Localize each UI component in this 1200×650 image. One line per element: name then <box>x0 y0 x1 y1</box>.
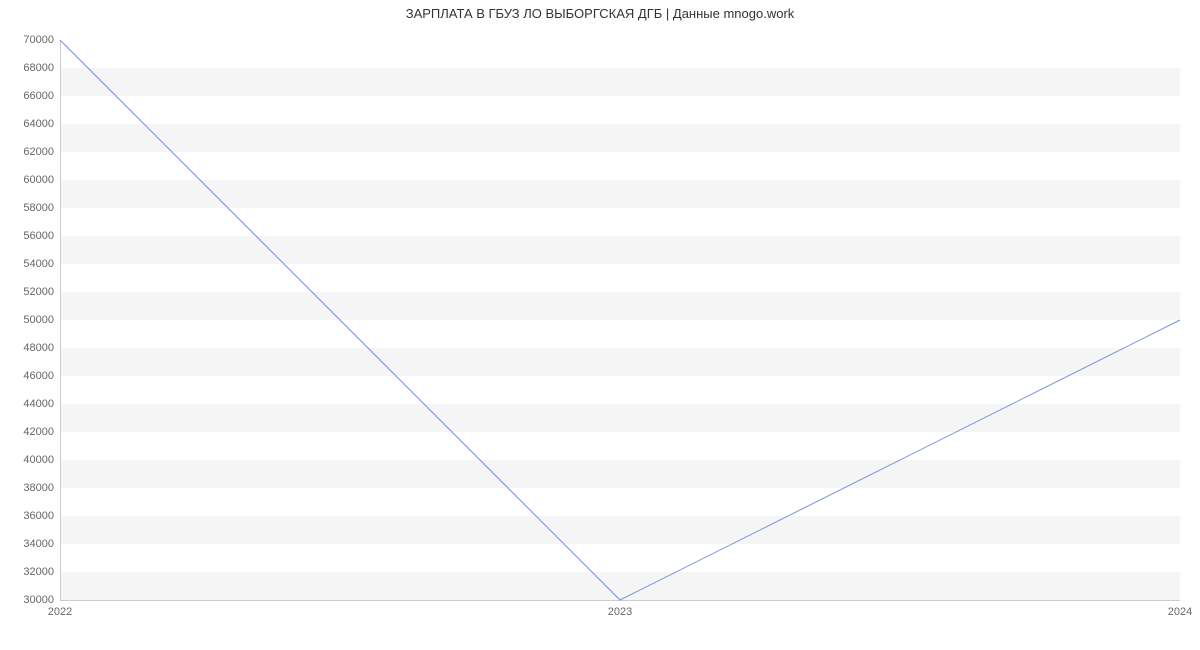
y-tick-label: 32000 <box>23 566 60 578</box>
y-tick-label: 52000 <box>23 286 60 298</box>
x-tick-label: 2023 <box>608 600 632 618</box>
salary-line-chart: ЗАРПЛАТА В ГБУЗ ЛО ВЫБОРГСКАЯ ДГБ | Данн… <box>0 0 1200 650</box>
chart-title: ЗАРПЛАТА В ГБУЗ ЛО ВЫБОРГСКАЯ ДГБ | Данн… <box>0 6 1200 21</box>
y-tick-label: 34000 <box>23 538 60 550</box>
y-tick-label: 62000 <box>23 146 60 158</box>
y-tick-label: 50000 <box>23 314 60 326</box>
y-tick-label: 68000 <box>23 62 60 74</box>
y-tick-label: 48000 <box>23 342 60 354</box>
series-line-salary <box>60 40 1180 600</box>
y-tick-label: 38000 <box>23 482 60 494</box>
y-tick-label: 56000 <box>23 230 60 242</box>
y-tick-label: 66000 <box>23 90 60 102</box>
y-tick-label: 36000 <box>23 510 60 522</box>
y-tick-label: 42000 <box>23 426 60 438</box>
y-tick-label: 44000 <box>23 398 60 410</box>
y-tick-label: 60000 <box>23 174 60 186</box>
x-tick-label: 2024 <box>1168 600 1192 618</box>
y-tick-label: 46000 <box>23 370 60 382</box>
y-tick-label: 64000 <box>23 118 60 130</box>
y-tick-label: 58000 <box>23 202 60 214</box>
x-tick-label: 2022 <box>48 600 72 618</box>
plot-area: 3000032000340003600038000400004200044000… <box>60 40 1180 600</box>
y-tick-label: 70000 <box>23 34 60 46</box>
y-tick-label: 40000 <box>23 454 60 466</box>
series-layer <box>60 40 1180 600</box>
y-tick-label: 54000 <box>23 258 60 270</box>
